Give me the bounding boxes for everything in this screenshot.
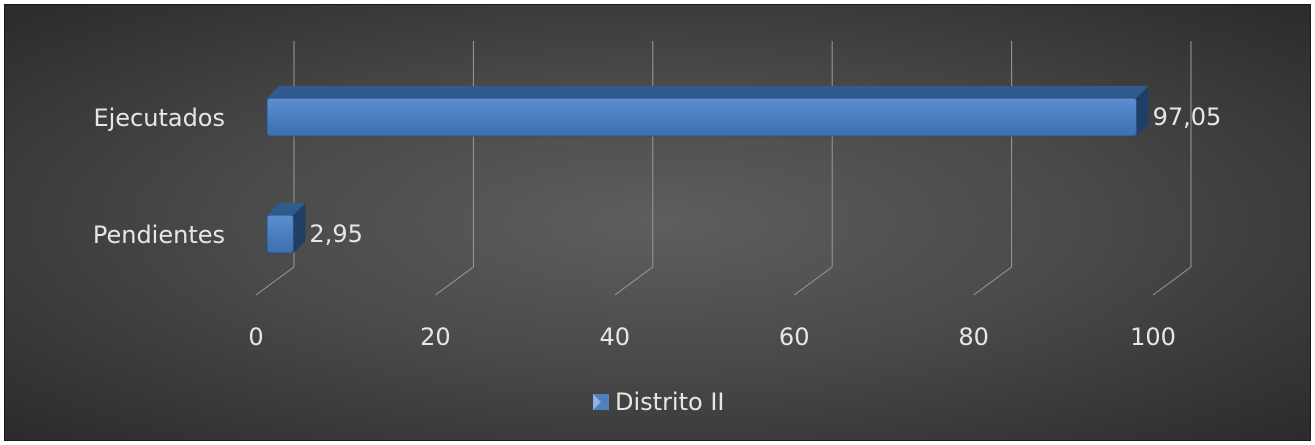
category-label: Ejecutados <box>93 104 225 132</box>
gridline-floor-4 <box>973 266 1012 296</box>
x-tick-label: 80 <box>958 323 989 351</box>
gridline-floor-3 <box>793 266 833 296</box>
bar-top-1 <box>267 203 306 215</box>
labels: 0 20 40 60 80 100 Ejecutados 97,05 Pendientes 2,9… <box>93 103 1221 351</box>
x-tick-label: 20 <box>420 323 451 351</box>
gridline-floor-2 <box>614 266 654 296</box>
gridline-floor-5 <box>1152 266 1192 296</box>
bar-top-0 <box>267 86 1149 98</box>
bar-side-1 <box>293 203 306 253</box>
legend-label: Distrito II <box>615 388 724 416</box>
x-tick-label: 0 <box>248 323 263 351</box>
legend-swatch-highlight <box>593 394 601 410</box>
gridlines <box>255 41 1192 296</box>
x-tick-label: 100 <box>1130 323 1176 351</box>
chart-svg: 0 20 40 60 80 100 Ejecutados 97,05 Pendientes 2,9… <box>93 41 1221 416</box>
data-label: 97,05 <box>1153 103 1222 131</box>
bar-1 <box>266 214 294 254</box>
bar-0 <box>266 97 1138 137</box>
bars <box>266 86 1149 254</box>
gridline-floor-1 <box>435 266 474 296</box>
x-tick-label: 40 <box>600 323 631 351</box>
gridline-floor-0 <box>255 266 295 296</box>
bar-side-0 <box>1136 86 1149 136</box>
chart-area: 0 20 40 60 80 100 Ejecutados 97,05 Pendientes 2,9… <box>4 4 1311 441</box>
x-tick-label: 60 <box>779 323 810 351</box>
legend: Distrito II <box>593 388 724 416</box>
category-label: Pendientes <box>93 221 225 249</box>
data-label: 2,95 <box>309 220 362 248</box>
